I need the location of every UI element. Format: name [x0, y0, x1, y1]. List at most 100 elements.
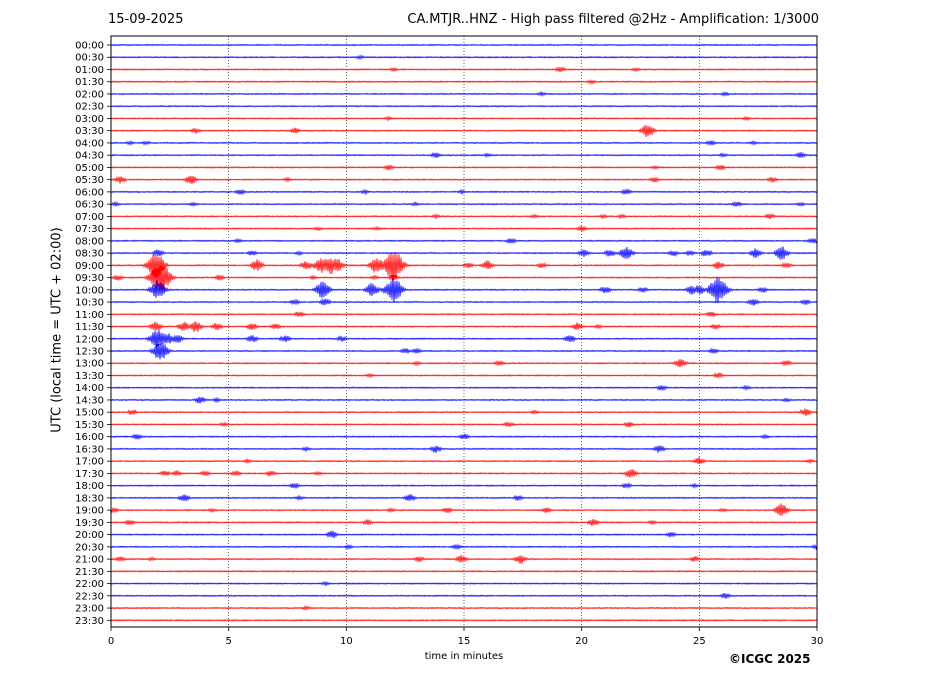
y-tick-label: 22:00 — [75, 579, 104, 590]
x-tick-label: 5 — [225, 636, 231, 647]
y-tick-label: 10:30 — [75, 298, 104, 309]
y-tick-label: 15:30 — [75, 420, 104, 431]
trace-1100 — [110, 311, 818, 318]
y-tick-label: 01:30 — [75, 77, 104, 88]
x-axis-label: time in minutes — [424, 651, 504, 662]
trace-1330 — [110, 371, 818, 379]
y-tick-label: 08:30 — [75, 249, 104, 260]
y-tick-label: 22:30 — [75, 591, 104, 602]
y-tick-label: 07:00 — [75, 212, 104, 223]
trace-1930 — [110, 518, 818, 527]
y-tick-label: 11:30 — [75, 322, 104, 333]
trace-0230 — [110, 104, 818, 108]
trace-0000 — [110, 43, 818, 47]
y-tick-label: 07:30 — [75, 224, 104, 235]
trace-0900 — [110, 252, 818, 281]
y-tick-label: 03:30 — [75, 126, 104, 137]
y-tick-label: 18:00 — [75, 481, 104, 492]
trace-0630 — [110, 200, 818, 208]
trace-2200 — [110, 580, 818, 587]
trace-1430 — [110, 396, 818, 404]
trace-1300 — [110, 359, 818, 368]
trace-0530 — [110, 175, 818, 185]
y-tick-label: 05:30 — [75, 175, 104, 186]
x-tick-label: 30 — [811, 636, 824, 647]
trace-0800 — [110, 237, 818, 245]
trace-1230 — [110, 343, 818, 360]
y-tick-label: 04:30 — [75, 151, 104, 162]
trace-1530 — [110, 421, 818, 428]
grid-layer — [228, 36, 700, 627]
y-tick-label: 09:30 — [75, 273, 104, 284]
trace-1700 — [110, 457, 818, 465]
y-tick-label: 03:00 — [75, 114, 104, 125]
trace-1130 — [110, 321, 818, 333]
trace-0130 — [110, 78, 818, 85]
y-axis-label: UTC (local time = UTC + 02:00) — [49, 227, 65, 433]
y-tick-label: 06:30 — [75, 200, 104, 211]
y-tick-label: 21:30 — [75, 567, 104, 578]
y-tick-label: 02:30 — [75, 102, 104, 113]
trace-0830 — [110, 246, 818, 260]
trace-0730 — [110, 225, 818, 233]
copyright-text: ©ICGC 2025 — [729, 652, 811, 666]
trace-2300 — [110, 604, 818, 612]
trace-1800 — [110, 481, 818, 489]
x-tick-label: 0 — [108, 636, 114, 647]
y-tick-label: 14:30 — [75, 395, 104, 406]
trace-0430 — [110, 151, 818, 159]
y-tick-label: 23:00 — [75, 604, 104, 615]
trace-0100 — [110, 66, 818, 73]
trace-0030 — [110, 54, 818, 61]
trace-0500 — [110, 164, 818, 171]
y-tick-label: 13:30 — [75, 371, 104, 382]
y-tick-label: 06:00 — [75, 187, 104, 198]
y-tick-label: 05:00 — [75, 163, 104, 174]
trace-2000 — [110, 530, 818, 539]
y-tick-label: 11:00 — [75, 310, 104, 321]
trace-2230 — [110, 592, 818, 599]
trace-1500 — [110, 408, 818, 417]
y-tick-label: 19:00 — [75, 506, 104, 517]
y-tick-label: 02:00 — [75, 89, 104, 100]
trace-1200 — [110, 329, 818, 348]
y-tick-label: 16:00 — [75, 432, 104, 443]
trace-0700 — [110, 213, 818, 220]
y-tick-label: 21:00 — [75, 555, 104, 566]
y-tick-label: 12:00 — [75, 334, 104, 345]
trace-0930 — [110, 265, 818, 292]
header-date: 15-09-2025 — [108, 12, 184, 27]
trace-1900 — [110, 503, 818, 516]
y-tick-label: 14:00 — [75, 383, 104, 394]
trace-0600 — [110, 188, 818, 196]
header-title: CA.MTJR..HNZ - High pass filtered @2Hz -… — [407, 12, 819, 27]
plot-frame — [110, 35, 818, 628]
y-tick-label: 15:00 — [75, 408, 104, 419]
y-tick-label: 17:00 — [75, 457, 104, 468]
trace-1030 — [110, 298, 818, 306]
y-tick-label: 12:30 — [75, 347, 104, 358]
y-tick-label: 00:30 — [75, 53, 104, 64]
traces-layer — [110, 43, 818, 622]
trace-2100 — [110, 555, 818, 564]
trace-1000 — [110, 277, 818, 304]
y-tick-label: 16:30 — [75, 444, 104, 455]
y-tick-label: 01:00 — [75, 65, 104, 76]
trace-1600 — [110, 433, 818, 441]
y-tick-label: 09:00 — [75, 261, 104, 272]
y-tick-label: 10:00 — [75, 285, 104, 296]
trace-2030 — [110, 543, 818, 551]
trace-1830 — [110, 494, 818, 502]
y-tick-label: 18:30 — [75, 493, 104, 504]
x-tick-label: 15 — [458, 636, 471, 647]
y-tick-label: 08:00 — [75, 236, 104, 247]
y-tick-label: 20:30 — [75, 542, 104, 553]
x-tick-label: 25 — [693, 636, 706, 647]
trace-2330 — [110, 618, 818, 622]
trace-2130 — [110, 569, 818, 573]
y-tick-label: 20:00 — [75, 530, 104, 541]
trace-0400 — [110, 139, 818, 147]
y-tick-label: 13:00 — [75, 359, 104, 370]
